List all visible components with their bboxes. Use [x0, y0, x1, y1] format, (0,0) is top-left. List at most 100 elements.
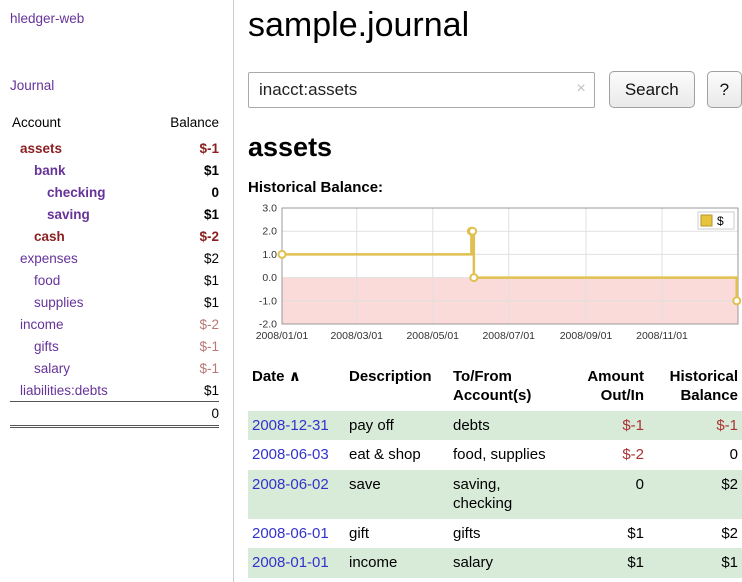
chart-point — [732, 296, 742, 306]
register-table: Date ∧ Description To/From Account(s) Am… — [248, 363, 742, 578]
account-row-liabilities:debts: liabilities:debts $1 — [10, 379, 219, 402]
account-link-bank[interactable]: bank — [34, 162, 66, 178]
account-balance: $-1 — [199, 338, 219, 354]
clear-search-icon[interactable]: × — [576, 79, 586, 97]
app-title-link[interactable]: hledger-web — [10, 11, 85, 26]
account-row-saving: saving $1 — [10, 203, 219, 225]
account-row-checking: checking 0 — [10, 181, 219, 203]
legend-label: $ — [717, 214, 724, 228]
total-row: 0 — [10, 401, 219, 428]
account-link-income[interactable]: income — [20, 316, 64, 332]
register-row: 2008-06-02 save saving, checking 0 $2 — [248, 469, 742, 519]
transaction-amount: $1 — [627, 554, 644, 571]
legend-swatch — [700, 214, 713, 227]
account-link-gifts[interactable]: gifts — [34, 338, 59, 354]
transaction-date-link[interactable]: 2008-06-01 — [252, 524, 329, 542]
transaction-date-cell: 2008-06-02 — [248, 470, 345, 519]
account-row-food: food $1 — [10, 269, 219, 291]
chart-point — [468, 226, 478, 236]
transaction-accounts: salary — [453, 554, 494, 571]
account-balance: $-1 — [199, 140, 219, 156]
total-balance: 0 — [147, 401, 219, 428]
date-header-label: Date — [252, 368, 285, 385]
help-button[interactable]: ? — [706, 71, 742, 108]
transaction-date-link[interactable]: 2008-01-01 — [252, 554, 329, 571]
account-column-header: Account — [12, 115, 61, 130]
transaction-amount: $1 — [627, 524, 644, 542]
transaction-accounts: gifts — [453, 524, 481, 542]
register-row: 2008-01-01 income salary $1 $1 — [248, 548, 742, 578]
transaction-accounts: food, supplies — [453, 446, 546, 463]
account-link-liabilities:debts[interactable]: liabilities:debts — [20, 382, 108, 398]
account-link-saving[interactable]: saving — [47, 206, 90, 222]
transaction-description: eat & shop — [349, 446, 421, 463]
transaction-date-cell: 2008-06-01 — [248, 519, 345, 549]
account-row-salary: salary $-1 — [10, 357, 219, 379]
transaction-description: pay off — [349, 416, 394, 434]
x-axis-tick-label: 2008/09/01 — [560, 330, 613, 342]
description-column-header: Description — [349, 368, 432, 385]
y-axis-tick-label: -2.0 — [259, 319, 277, 331]
transaction-amount: $-1 — [622, 416, 644, 434]
y-axis-tick-label: -1.0 — [259, 295, 277, 307]
account-balance: $-2 — [199, 316, 219, 332]
amount-column-header: Amount Out/In — [587, 368, 644, 404]
account-balance: 0 — [211, 184, 219, 200]
journal-link[interactable]: Journal — [10, 78, 55, 93]
account-link-checking[interactable]: checking — [47, 184, 106, 200]
x-axis-tick-label: 2008/01/01 — [256, 330, 309, 342]
date-column-header[interactable]: Date ∧ — [248, 363, 345, 411]
account-balance: $1 — [203, 382, 219, 398]
account-row-bank: bank $1 — [10, 159, 219, 181]
account-balance: $2 — [203, 250, 219, 266]
account-balance: $-1 — [199, 360, 219, 376]
transaction-date-link[interactable]: 2008-06-02 — [252, 475, 329, 493]
account-row-income: income $-2 — [10, 313, 219, 335]
sort-ascending-icon: ∧ — [288, 368, 301, 385]
transaction-balance: $-1 — [716, 416, 738, 434]
account-row-cash: cash $-2 — [10, 225, 219, 247]
x-axis-tick-label: 2008/05/01 — [406, 330, 459, 342]
chart-heading: Historical Balance: — [248, 179, 384, 196]
account-balance: $1 — [203, 162, 219, 178]
transaction-balance: $2 — [721, 475, 738, 493]
account-link-food[interactable]: food — [34, 272, 61, 288]
transaction-balance: $1 — [721, 554, 738, 571]
x-axis-tick-label: 2008/03/01 — [330, 330, 383, 342]
account-balance: $1 — [203, 294, 219, 310]
transaction-amount: $-2 — [622, 446, 644, 463]
account-balance-table: Account Balance assets $-1 bank $1 checking 0… — [10, 111, 219, 428]
account-link-cash[interactable]: cash — [34, 228, 65, 244]
sidebar: hledger-web Journal Account Balance asse… — [0, 0, 234, 582]
transaction-balance: $2 — [721, 524, 738, 542]
main-content: sample.journal × Search ? assets Histori… — [248, 0, 742, 578]
y-axis-tick-label: 3.0 — [262, 203, 277, 215]
chart-point — [277, 249, 287, 259]
search-box: × — [248, 71, 595, 108]
transaction-description: gift — [349, 524, 370, 542]
y-axis-tick-label: 0.0 — [262, 272, 277, 284]
search-input[interactable] — [248, 71, 595, 108]
transaction-date-link[interactable]: 2008-06-03 — [252, 446, 329, 463]
account-heading: assets — [248, 132, 333, 162]
accounts-column-header: To/From Account(s) — [453, 368, 532, 404]
account-row-gifts: gifts $-1 — [10, 335, 219, 357]
search-button[interactable]: Search — [608, 71, 695, 108]
x-axis-tick-label: 2008/07/01 — [482, 330, 535, 342]
transaction-accounts: saving, checking — [453, 475, 513, 513]
account-link-assets[interactable]: assets — [20, 140, 63, 156]
transaction-date-cell: 2008-06-03 — [248, 440, 345, 470]
account-row-supplies: supplies $1 — [10, 291, 219, 313]
account-link-expenses[interactable]: expenses — [20, 250, 78, 266]
account-link-supplies[interactable]: supplies — [34, 294, 84, 310]
account-link-salary[interactable]: salary — [34, 360, 71, 376]
register-rows: 2008-12-31 pay off debts $-1 $-1 2008-06-03 ea… — [248, 410, 742, 578]
x-axis-tick-label: 2008/11/01 — [636, 330, 688, 342]
transaction-date-link[interactable]: 2008-12-31 — [252, 416, 329, 434]
register-row: 2008-12-31 pay off debts $-1 $-1 — [248, 410, 742, 440]
account-table-header-row: Account Balance — [10, 111, 219, 137]
search-bar: × Search ? — [248, 71, 742, 108]
chart-border — [281, 207, 739, 325]
transaction-accounts: debts — [453, 416, 490, 434]
